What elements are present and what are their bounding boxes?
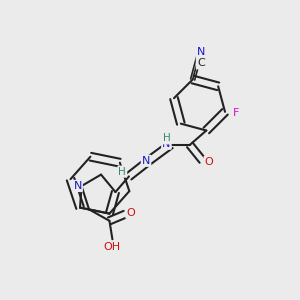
Text: F: F (233, 108, 240, 118)
Text: C: C (197, 58, 205, 68)
Text: N: N (196, 47, 205, 57)
Text: N: N (142, 156, 150, 166)
Text: N: N (162, 139, 171, 149)
Text: N: N (74, 181, 82, 191)
Text: O: O (126, 208, 135, 218)
Text: O: O (205, 157, 213, 167)
Text: H: H (118, 167, 126, 177)
Text: H: H (163, 133, 170, 143)
Text: OH: OH (103, 242, 120, 252)
